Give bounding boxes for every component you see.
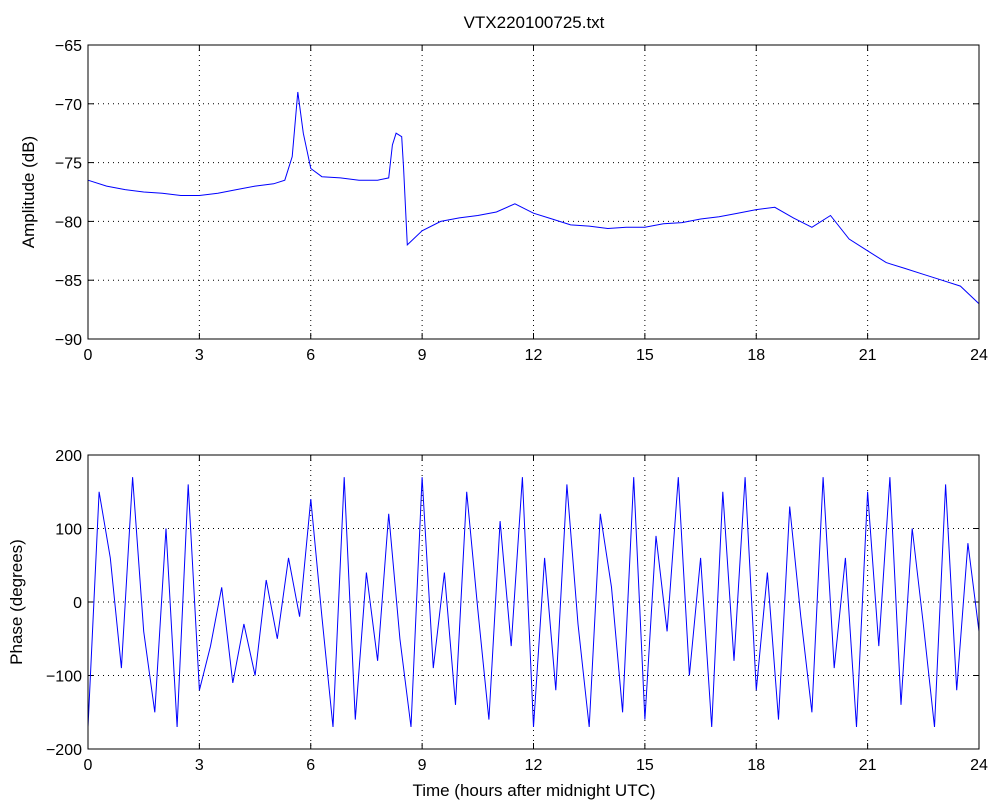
x-axis-label: Time (hours after midnight UTC) xyxy=(412,781,655,800)
amplitude-x-tick-label: 0 xyxy=(84,347,93,364)
chart-title: VTX220100725.txt xyxy=(464,13,605,32)
phase-x-tick-label: 9 xyxy=(418,757,427,774)
phase-y-tick-label: 100 xyxy=(55,522,82,539)
amplitude-x-tick-label: 18 xyxy=(747,347,765,364)
amplitude-plot-frame xyxy=(87,44,980,340)
phase-x-tick-label: 15 xyxy=(636,757,654,774)
amplitude-y-tick-label: −70 xyxy=(55,97,82,114)
phase-y-tick-label: 0 xyxy=(73,595,82,612)
amplitude-y-tick-label: −90 xyxy=(55,332,82,349)
amplitude-x-tick-label: 3 xyxy=(195,347,204,364)
amplitude-x-tick-label: 24 xyxy=(970,347,988,364)
amplitude-y-tick-label: −85 xyxy=(55,273,82,290)
amplitude-x-tick-label: 15 xyxy=(636,347,654,364)
phase-x-tick-label: 6 xyxy=(306,757,315,774)
phase-plot: 0 3 6 9 12 15 18 21 24 200 100 0 −100 −200 xyxy=(46,448,988,774)
phase-x-tick-label: 18 xyxy=(747,757,765,774)
phase-x-tick-label: 24 xyxy=(970,757,988,774)
amplitude-series-line xyxy=(87,91,980,305)
phase-y-tick-label: −100 xyxy=(46,669,82,686)
amplitude-y-tick-label: −80 xyxy=(55,214,82,231)
amplitude-plot: 0 3 6 9 12 15 18 21 24 −65 −70 −75 −80 −85 −90 xyxy=(55,38,988,364)
phase-series-line xyxy=(87,477,980,728)
amplitude-y-axis-label: Amplitude (dB) xyxy=(19,136,38,248)
amplitude-x-tick-label: 12 xyxy=(525,347,543,364)
phase-plot-frame xyxy=(87,454,980,750)
phase-y-tick-label: 200 xyxy=(55,448,82,465)
amplitude-x-tick-label: 9 xyxy=(418,347,427,364)
phase-y-axis-label: Phase (degrees) xyxy=(7,539,26,665)
phase-x-tick-label: 12 xyxy=(525,757,543,774)
amplitude-y-tick-label: −65 xyxy=(55,38,82,55)
amplitude-y-tick-label: −75 xyxy=(55,156,82,173)
phase-x-tick-label: 0 xyxy=(84,757,93,774)
amplitude-x-tick-label: 6 xyxy=(306,347,315,364)
amplitude-x-tick-label: 21 xyxy=(859,347,877,364)
phase-x-tick-label: 21 xyxy=(859,757,877,774)
phase-y-tick-label: −200 xyxy=(46,742,82,759)
phase-x-tick-label: 3 xyxy=(195,757,204,774)
